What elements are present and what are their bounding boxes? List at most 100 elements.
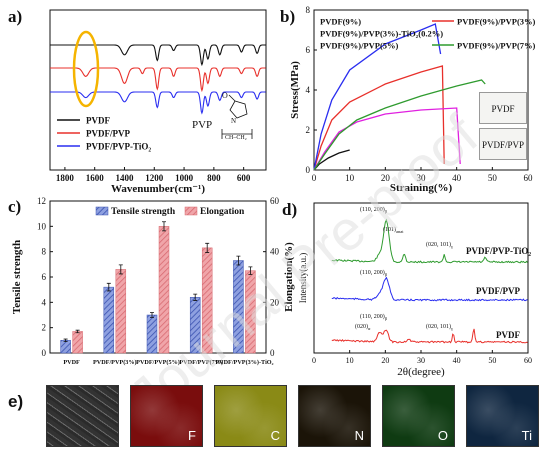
- pvp-label: PVP: [192, 119, 212, 131]
- svg-text:N: N: [231, 117, 236, 125]
- xrd-line: [331, 328, 528, 344]
- x-tick-label: 0: [312, 173, 317, 183]
- peak-annotation: (110, 200)β: [360, 206, 388, 214]
- ftir-line: [50, 91, 266, 115]
- panel-a-series: [50, 44, 266, 115]
- panel-a-label: a): [8, 7, 22, 26]
- y-tick-label: 8: [306, 5, 311, 15]
- category-label: PVDF/PVP(5%): [136, 359, 180, 366]
- x-tick-label: 60: [524, 173, 534, 183]
- peak-annotation: (020, 101)γ: [426, 241, 453, 249]
- eds-map-label: C: [270, 428, 280, 443]
- tensile-bar: [60, 340, 71, 354]
- x-tick-label: 20: [381, 173, 391, 183]
- ftir-line: [50, 44, 266, 67]
- y-tick-label: 0: [42, 348, 47, 358]
- stress-curve: [313, 65, 445, 171]
- series-label: PVDF/PVP: [476, 286, 520, 296]
- error-bar: [118, 264, 123, 275]
- x-tick-label: 10: [346, 356, 354, 365]
- series-label: PVDF: [496, 330, 520, 340]
- peak-annotation: (110, 200)β: [360, 313, 388, 321]
- panel-a-legend: PVDF PVDF/PVP PVDF/PVP-TiO₂: [57, 116, 151, 152]
- stress-curve: [313, 79, 486, 171]
- stress-curve: [313, 23, 442, 171]
- x-tick-label: 1800: [56, 173, 75, 183]
- panel-d-ticks: 0 10 20 30 40 50 60: [312, 350, 532, 365]
- panel-a-frame: [49, 9, 267, 171]
- error-bar: [150, 312, 154, 318]
- x-tick-label: 40: [452, 173, 462, 183]
- highlight-ellipse: [72, 30, 100, 108]
- legend-label: PVDF(9%): [320, 17, 361, 27]
- category-label: PVDF/PVP(7%): [179, 359, 223, 366]
- panel-b-ylabel: Stress(MPa): [289, 61, 301, 119]
- y-tick-label: 8: [42, 247, 47, 257]
- panel-a-x-ticks: 1800 1600 1400 1200 1000 800 600: [56, 167, 251, 183]
- x-tick-label: 600: [237, 173, 251, 183]
- peak-annotation-sub: anat: [396, 229, 404, 234]
- y-tick-label: 2: [42, 323, 47, 333]
- y-tick-label: 6: [306, 45, 311, 55]
- panel-c: c) 0 2 4 6 8 10 12 0 20 40 60 Tensile strength Elo…: [8, 196, 295, 366]
- elongation-bar: [158, 226, 170, 354]
- panel-c-ylabel: Tensile strength: [11, 240, 23, 314]
- panel-b-ticks: 0 10 20 30 40 50 60 0 2 4 6 8: [306, 5, 534, 183]
- x-tick-label: 50: [488, 173, 498, 183]
- legend-label: PVDF/PVP: [86, 129, 130, 139]
- eds-map-tile: N: [298, 385, 371, 447]
- peak-annotation-sub: β: [385, 316, 388, 321]
- panel-d-label: d): [282, 200, 297, 219]
- category-label: PVDF: [63, 359, 80, 366]
- xrd-line: [331, 218, 528, 264]
- panel-d-series: PVDF/PVP-TiO₂ PVDF/PVP PVDF: [331, 218, 531, 344]
- x-tick-label: 0: [312, 356, 316, 365]
- panel-b-series: [313, 23, 486, 171]
- panel-a: a) 1800 1600 1400 1200 1000 800 600 Wavenumber…: [8, 7, 267, 195]
- legend-swatch: [184, 206, 198, 216]
- x-tick-label: 1000: [175, 173, 194, 183]
- pvp-structure-icon: O N CH–CH₂: [221, 91, 253, 141]
- y-tick-label: 12: [37, 196, 46, 206]
- legend-label: PVDF: [86, 116, 110, 126]
- y2-tick-label: 40: [270, 247, 280, 257]
- legend-label: PVDF(9%)/PVP(7%): [457, 41, 536, 51]
- peak-annotation-sub: β: [385, 272, 388, 277]
- eds-map-label: N: [354, 428, 364, 443]
- x-tick-label: 40: [453, 356, 461, 365]
- stress-curve: [313, 107, 461, 171]
- svg-text:CH–CH₂: CH–CH₂: [225, 135, 247, 141]
- x-tick-label: 1600: [86, 173, 105, 183]
- category-label: PVDF/PVP(3%): [93, 359, 137, 366]
- x-tick-label: 30: [417, 173, 427, 183]
- panel-b-legend: PVDF(9%) PVDF(9%)/PVP(3%) PVDF(9%)/PVP(3%)…: [320, 17, 536, 51]
- sample-photo: PVDF: [479, 92, 527, 124]
- sample-photo: PVDF/PVP: [479, 128, 527, 160]
- error-bar: [236, 255, 241, 266]
- panel-b-xlabel: Straining(%): [390, 182, 453, 194]
- peak-annotation: (101)anat: [383, 226, 404, 234]
- panel-d-annotations: (110, 200)β (101)anat (020, 101)γ (110, 200…: [355, 206, 453, 331]
- y2-tick-label: 60: [270, 196, 280, 206]
- panel-d: d) 0 10 20 30 40 50 60 2θ(degree) Intensity(a.…: [282, 200, 532, 378]
- legend-label: PVDF(9%)/PVP(3%)-TiO₂(0.2%): [320, 29, 443, 39]
- panel-b-label: b): [280, 7, 295, 26]
- x-tick-label: 60: [524, 356, 532, 365]
- stress-curve: [313, 149, 350, 171]
- peak-annotation-sub: γ: [451, 326, 453, 331]
- tensile-bar: [103, 286, 115, 354]
- panel-d-ylabel: Intensity(a.u.): [298, 253, 308, 303]
- peak-annotation-sub: β: [385, 209, 388, 214]
- error-bar: [106, 282, 111, 292]
- error-bar: [205, 242, 210, 253]
- peak-annotation-sub: α: [368, 326, 371, 331]
- category-label: PVDF/PVP(3%)-TiO₂: [215, 359, 273, 366]
- y2-tick-label: 0: [270, 348, 275, 358]
- eds-map-label: O: [437, 428, 448, 443]
- panel-a-xlabel: Wavenumber(cm⁻¹): [111, 183, 205, 195]
- panel-b: b) 0 10 20 30 40 50 60 0 2 4 6 8 Straining(%) Stres…: [280, 5, 536, 194]
- panel-d-xlabel: 2θ(degree): [397, 366, 445, 378]
- eds-map-label: Ti: [521, 428, 532, 443]
- legend-label: Tensile strength: [111, 207, 176, 217]
- y-tick-label: 0: [306, 165, 311, 175]
